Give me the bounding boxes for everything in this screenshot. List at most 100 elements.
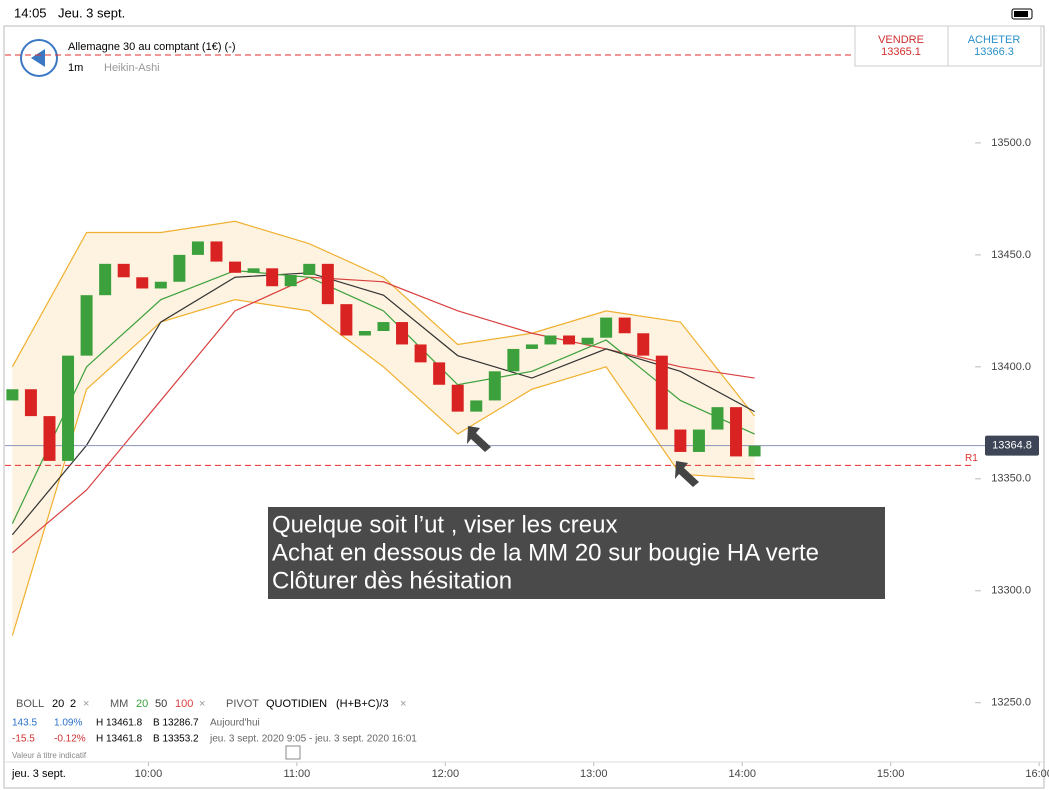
annotation-line: Clôturer dès hésitation — [272, 567, 512, 594]
indicator-line — [11, 272, 755, 536]
candle — [414, 344, 427, 363]
y-tick-label: 13250.0 — [991, 697, 1031, 709]
period-range: jeu. 3 sept. 2020 9:05 - jeu. 3 sept. 20… — [209, 734, 417, 745]
candle — [748, 445, 761, 457]
candle — [488, 371, 501, 401]
y-tick-label: 13450.0 — [991, 249, 1031, 261]
buy-price: 13366.3 — [974, 46, 1014, 58]
range-points: 143.5 — [12, 718, 37, 729]
x-tick-label: 16:00 — [1025, 768, 1049, 780]
candle — [99, 263, 112, 296]
candle — [618, 317, 631, 334]
candle — [24, 389, 37, 417]
x-tick-label: 15:00 — [877, 768, 905, 780]
indicator-line — [11, 276, 755, 554]
candle — [507, 348, 520, 372]
pivot-label: PIVOT — [226, 698, 259, 710]
candle — [266, 268, 279, 287]
disclaimer: Valeur à titre indicatif — [12, 751, 87, 760]
indicator-line — [11, 299, 755, 636]
y-tick-label: 13500.0 — [991, 137, 1031, 149]
calendar-icon[interactable] — [285, 745, 301, 760]
low-today: B 13286.7 — [153, 718, 199, 729]
mm-20: 20 — [136, 698, 148, 710]
pivot-formula: (H+B+C)/3 — [336, 698, 389, 710]
battery-level — [1014, 11, 1028, 17]
low-period: B 13353.2 — [153, 734, 199, 745]
y-tick-label: 13350.0 — [991, 473, 1031, 485]
candle — [136, 277, 149, 289]
candle — [730, 407, 743, 457]
last-price-label: 13364.8 — [992, 440, 1032, 452]
x-tick-label: 12:00 — [432, 768, 460, 780]
interval[interactable]: 1m — [68, 62, 83, 74]
mm-100: 100 — [175, 698, 193, 710]
arrow — [675, 461, 699, 487]
battery — [1011, 8, 1033, 20]
candle — [692, 429, 705, 452]
chart-style[interactable]: Heikin-Ashi — [104, 62, 160, 74]
x-start-label: jeu. 3 sept. — [11, 768, 66, 780]
y-tick-label: 13300.0 — [991, 585, 1031, 597]
candle — [117, 263, 130, 278]
candle — [674, 429, 687, 452]
candle — [451, 384, 464, 412]
arrow — [467, 426, 491, 452]
frame — [3, 25, 1045, 789]
candle — [62, 355, 75, 461]
x-tick-label: 11:00 — [284, 768, 311, 780]
remove-mm[interactable]: × — [199, 698, 205, 710]
change-percent: -0.12% — [54, 734, 86, 745]
remove-pivot[interactable]: × — [400, 698, 406, 710]
mm-label: MM — [110, 698, 128, 710]
pivot-period: QUOTIDIEN — [266, 698, 327, 710]
candle — [655, 355, 668, 430]
last-price-tag — [985, 435, 1039, 456]
candle — [210, 241, 223, 262]
annotation-line: Achat en dessous de la MM 20 sur bougie … — [272, 539, 819, 566]
remove-boll[interactable]: × — [83, 698, 89, 710]
high-today: H 13461.8 — [96, 718, 143, 729]
annotation-box — [268, 507, 885, 599]
candle — [637, 333, 650, 356]
candle — [470, 400, 483, 412]
candle — [284, 275, 297, 287]
instrument: Allemagne 30 au comptant (1€) (-) — [68, 41, 236, 53]
high-period: H 13461.8 — [96, 734, 143, 745]
candle — [711, 407, 724, 430]
candle — [229, 261, 242, 273]
candle — [525, 344, 538, 349]
candle — [340, 304, 353, 336]
sell-price: 13365.1 — [881, 46, 921, 58]
status-date: Jeu. 3 sept. — [58, 5, 125, 20]
x-tick-label: 10:00 — [135, 768, 163, 780]
candle — [396, 322, 409, 345]
band-fill — [12, 221, 755, 636]
candle — [191, 241, 204, 255]
candle — [563, 335, 576, 345]
sell-button[interactable]: VENDRE — [878, 34, 924, 46]
boll-label: BOLL — [16, 698, 44, 710]
candle — [43, 416, 56, 461]
indicator-line — [11, 269, 755, 524]
chart: 13250.0 13300.0 13350.0 13400.0 13450.0 13500… — [5, 137, 1049, 780]
x-tick-label: 14:00 — [728, 768, 756, 780]
candle — [358, 331, 371, 336]
annotation-line: Quelque soit l’ut , viser les creux — [272, 511, 617, 538]
candle — [80, 295, 93, 356]
back-arrow — [31, 49, 45, 67]
candle — [377, 322, 390, 332]
candle — [154, 281, 167, 289]
candle — [581, 337, 594, 345]
candle — [433, 362, 446, 385]
r1-label: R1 — [965, 453, 978, 464]
y-tick-label: 13400.0 — [991, 361, 1031, 373]
candle — [544, 335, 557, 345]
indicator-line — [11, 220, 756, 417]
buy-button[interactable]: ACHETER — [968, 34, 1021, 46]
candle — [600, 317, 613, 338]
period-today: Aujourd'hui — [210, 718, 260, 729]
change-points: -15.5 — [12, 734, 35, 745]
